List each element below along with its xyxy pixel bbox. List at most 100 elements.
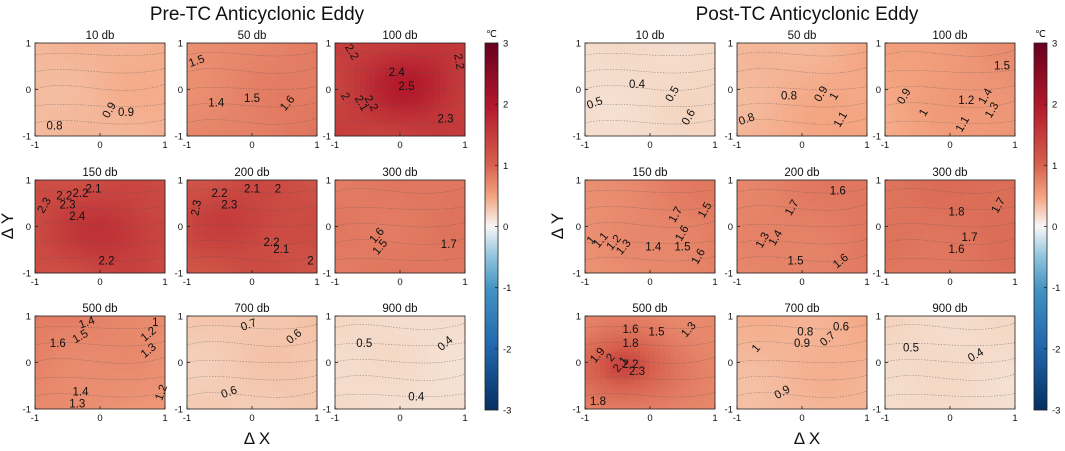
field-cell bbox=[262, 114, 268, 119]
field-cell bbox=[207, 233, 213, 238]
field-cell bbox=[90, 125, 96, 130]
field-cell bbox=[50, 128, 56, 133]
field-cell bbox=[60, 237, 66, 242]
field-cell bbox=[385, 46, 391, 51]
field-cell bbox=[35, 269, 41, 274]
field-cell bbox=[80, 180, 86, 184]
field-cell bbox=[150, 362, 156, 367]
field-cell bbox=[425, 222, 431, 227]
field-cell bbox=[197, 391, 203, 396]
field-cell bbox=[302, 240, 308, 245]
field-cell bbox=[420, 114, 426, 119]
field-cell bbox=[55, 89, 61, 94]
field-cell bbox=[390, 50, 396, 55]
field-cell bbox=[232, 180, 238, 184]
field-cell bbox=[110, 100, 116, 105]
field-cell bbox=[395, 125, 401, 130]
field-cell bbox=[65, 53, 71, 58]
field-cell bbox=[355, 226, 361, 231]
field-cell bbox=[455, 180, 461, 184]
field-cell bbox=[155, 132, 161, 137]
field-cell bbox=[302, 215, 308, 220]
field-cell bbox=[155, 121, 161, 126]
field-cell bbox=[130, 369, 136, 374]
field-cell bbox=[80, 366, 86, 371]
field-cell bbox=[35, 194, 41, 199]
field-cell bbox=[130, 351, 136, 356]
field-cell bbox=[292, 82, 298, 87]
field-cell bbox=[345, 75, 351, 80]
field-cell bbox=[150, 197, 156, 202]
field-cell bbox=[40, 208, 46, 213]
field-cell bbox=[60, 355, 66, 360]
field-cell bbox=[345, 50, 351, 55]
field-cell bbox=[440, 128, 446, 133]
field-cell bbox=[55, 60, 61, 65]
field-cell bbox=[145, 348, 151, 353]
field-cell bbox=[80, 114, 86, 119]
field-cell bbox=[120, 187, 126, 192]
contour-panel-200-db: 200 db2.2 2.1 22.32.32.22.12 bbox=[186, 167, 318, 274]
field-cell bbox=[222, 114, 228, 119]
field-cell bbox=[125, 215, 131, 220]
field-cell bbox=[145, 82, 151, 87]
field-cell bbox=[375, 201, 381, 206]
field-cell bbox=[365, 237, 371, 242]
field-cell bbox=[155, 183, 161, 188]
field-cell bbox=[70, 376, 76, 381]
field-cell bbox=[100, 262, 106, 267]
field-cell bbox=[187, 68, 193, 73]
field-cell bbox=[277, 125, 283, 130]
field-cell bbox=[307, 128, 313, 133]
field-cell bbox=[40, 373, 46, 378]
field-cell bbox=[110, 247, 116, 252]
field-cell bbox=[267, 121, 273, 126]
field-cell bbox=[110, 226, 116, 231]
field-cell bbox=[135, 323, 141, 328]
field-cell bbox=[400, 46, 406, 51]
field-cell bbox=[400, 89, 406, 94]
field-cell bbox=[105, 398, 111, 403]
field-cell bbox=[297, 194, 303, 199]
field-cell bbox=[75, 348, 81, 353]
field-cell bbox=[75, 75, 81, 80]
field-cell bbox=[340, 103, 346, 108]
field-cell bbox=[115, 75, 121, 80]
field-cell bbox=[120, 219, 126, 224]
field-cell bbox=[405, 50, 411, 55]
field-cell bbox=[455, 205, 461, 210]
field-cell bbox=[420, 197, 426, 202]
field-cell bbox=[100, 226, 106, 231]
field-cell bbox=[70, 71, 76, 76]
field-cell bbox=[212, 121, 218, 126]
field-cell bbox=[237, 96, 243, 101]
field-cell bbox=[80, 401, 86, 406]
field-cell bbox=[307, 53, 313, 58]
field-cell bbox=[395, 244, 401, 249]
field-cell bbox=[40, 82, 46, 87]
field-cell bbox=[120, 330, 126, 335]
field-cell bbox=[60, 323, 66, 328]
field-cell bbox=[105, 380, 111, 385]
field-cell bbox=[207, 237, 213, 242]
field-cell bbox=[45, 96, 51, 101]
field-cell bbox=[150, 68, 156, 73]
field-cell bbox=[197, 401, 203, 406]
field-cell bbox=[242, 110, 248, 115]
field-cell bbox=[75, 100, 81, 105]
field-cell bbox=[345, 265, 351, 270]
field-cell bbox=[105, 351, 111, 356]
field-cell bbox=[140, 128, 146, 133]
field-cell bbox=[80, 208, 86, 213]
field-cell bbox=[95, 326, 101, 331]
field-cell bbox=[125, 344, 131, 349]
field-cell bbox=[272, 237, 278, 242]
field-cell bbox=[85, 251, 91, 256]
field-cell bbox=[217, 194, 223, 199]
field-cell bbox=[302, 85, 308, 90]
field-cell bbox=[115, 362, 121, 367]
field-cell bbox=[420, 43, 426, 47]
field-cell bbox=[197, 244, 203, 249]
field-cell bbox=[207, 230, 213, 235]
field-cell bbox=[207, 269, 213, 274]
